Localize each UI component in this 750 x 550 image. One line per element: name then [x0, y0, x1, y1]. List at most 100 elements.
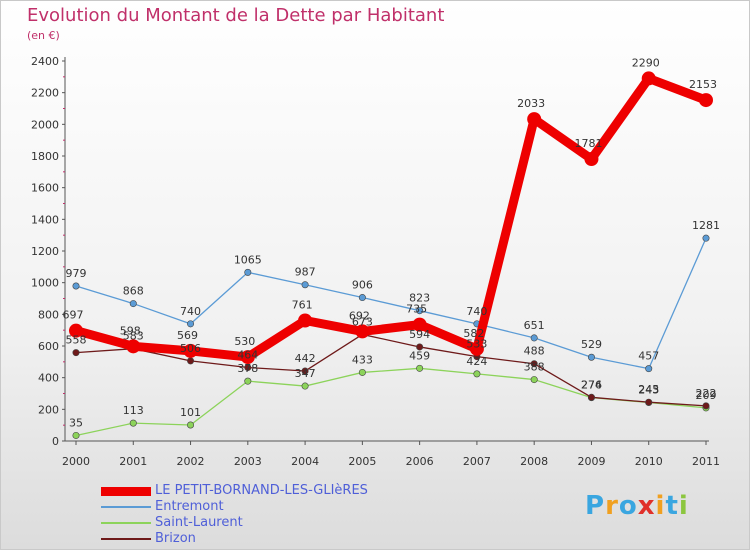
data-label: 506	[180, 342, 201, 355]
data-point	[244, 377, 252, 385]
data-point	[587, 353, 595, 361]
y-tick-label: 600	[38, 340, 59, 353]
data-point	[527, 112, 542, 127]
y-tick-label: 1200	[31, 245, 59, 258]
data-point	[244, 268, 252, 276]
data-point	[183, 343, 198, 358]
data-label: 457	[638, 350, 659, 363]
data-point	[301, 281, 309, 289]
data-label: 735	[406, 303, 427, 316]
legend-item-petit-bornand: LE PETIT-BORNAND-LES-GLIèRES	[101, 483, 368, 499]
data-point	[187, 421, 195, 429]
data-point	[530, 334, 538, 342]
x-tick-label: 2009	[577, 455, 605, 468]
data-point	[72, 282, 80, 290]
data-point	[301, 382, 309, 390]
y-tick-label: 2200	[31, 87, 59, 100]
y-tick-label: 2400	[31, 55, 59, 68]
data-label: 347	[295, 367, 316, 380]
data-point	[72, 349, 80, 357]
data-point	[412, 317, 427, 332]
x-tick-label: 2003	[234, 455, 262, 468]
y-tick-label: 2000	[31, 118, 59, 131]
x-tick-label: 2007	[463, 455, 491, 468]
data-point	[530, 360, 538, 368]
y-tick-label: 1600	[31, 182, 59, 195]
data-label: 529	[581, 338, 602, 351]
data-label: 740	[466, 305, 487, 318]
y-tick-label: 0	[52, 435, 59, 448]
data-label: 692	[349, 309, 370, 322]
data-point	[240, 350, 255, 365]
data-point	[187, 320, 195, 328]
legend-item-saint-laurent: Saint-Laurent	[101, 515, 368, 531]
data-label: 274	[581, 379, 602, 392]
data-point	[469, 341, 484, 356]
data-label: 987	[295, 266, 316, 279]
data-label: 594	[409, 328, 430, 341]
data-label: 740	[180, 305, 201, 318]
data-point	[645, 398, 653, 406]
data-label: 569	[177, 329, 198, 342]
data-label: 464	[237, 349, 258, 362]
x-tick-label: 2005	[348, 455, 376, 468]
data-point	[702, 234, 710, 242]
data-label: 113	[123, 404, 144, 417]
y-tick-label: 200	[38, 403, 59, 416]
data-label: 697	[63, 309, 84, 322]
data-label: 2033	[517, 97, 545, 110]
y-tick-label: 1800	[31, 150, 59, 163]
data-point	[355, 324, 370, 339]
data-point	[416, 343, 424, 351]
data-point	[473, 370, 481, 378]
x-tick-label: 2006	[406, 455, 434, 468]
data-point	[187, 357, 195, 365]
data-label: 1065	[234, 253, 262, 266]
x-tick-label: 2004	[291, 455, 319, 468]
data-point	[416, 307, 424, 315]
data-point	[301, 367, 309, 375]
data-label: 1781	[574, 137, 602, 150]
data-point	[244, 364, 252, 372]
data-label: 598	[120, 324, 141, 337]
data-label: 243	[638, 384, 659, 397]
data-label: 530	[234, 335, 255, 348]
x-tick-label: 2008	[520, 455, 548, 468]
data-label: 533	[466, 338, 487, 351]
data-label: 388	[524, 361, 545, 374]
legend-item-brizon: Brizon	[101, 531, 368, 547]
data-label: 582	[463, 327, 484, 340]
y-tick-label: 800	[38, 308, 59, 321]
series-line	[75, 367, 707, 437]
x-tick-label: 2010	[635, 455, 663, 468]
legend-item-entremont: Entremont	[101, 499, 368, 515]
data-point	[641, 71, 656, 86]
data-label: 761	[292, 299, 313, 312]
x-tick-label: 2002	[177, 455, 205, 468]
data-label: 276	[581, 378, 602, 391]
data-label: 868	[123, 285, 144, 298]
legend-label-petit-bornand: LE PETIT-BORNAND-LES-GLIèRES	[155, 483, 368, 498]
data-label: 222	[696, 387, 717, 400]
legend-label-saint-laurent: Saint-Laurent	[155, 515, 243, 530]
data-point	[584, 152, 599, 167]
data-label: 442	[295, 352, 316, 365]
data-label: 378	[237, 362, 258, 375]
legend-label-entremont: Entremont	[155, 499, 224, 514]
data-label: 673	[352, 315, 373, 328]
data-label: 459	[409, 349, 430, 362]
legend-swatch-petit-bornand	[101, 486, 151, 496]
data-point	[358, 294, 366, 302]
data-point	[126, 339, 141, 354]
x-tick-label: 2001	[119, 455, 147, 468]
legend-label-brizon: Brizon	[155, 531, 196, 546]
chart-subtitle: (en €)	[27, 29, 60, 42]
data-label: 651	[524, 319, 545, 332]
legend-swatch-entremont	[101, 506, 151, 508]
data-point	[416, 364, 424, 372]
data-label: 101	[180, 406, 201, 419]
x-tick-label: 2000	[62, 455, 90, 468]
series-line	[75, 333, 707, 407]
legend-swatch-brizon	[101, 538, 151, 540]
